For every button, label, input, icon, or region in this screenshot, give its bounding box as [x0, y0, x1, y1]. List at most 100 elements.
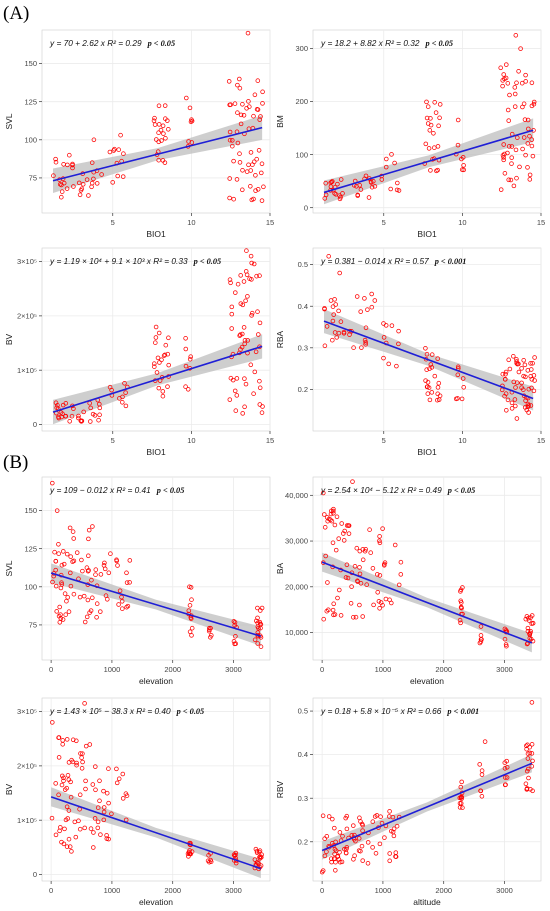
data-point — [106, 570, 112, 576]
x-tick-label: 1000 — [375, 665, 392, 674]
data-point — [233, 290, 238, 295]
x-tick-label: 0 — [49, 665, 53, 674]
x-axis-label: BIO1 — [146, 447, 166, 457]
regression-line — [323, 320, 534, 400]
data-point — [259, 161, 265, 167]
data-point — [513, 403, 518, 409]
data-point — [504, 62, 509, 67]
data-point — [324, 608, 330, 614]
data-point — [387, 858, 392, 864]
data-point — [429, 365, 435, 370]
x-tick-label: 2000 — [164, 886, 181, 895]
data-point — [91, 830, 96, 835]
data-point — [74, 738, 79, 744]
data-point — [87, 610, 92, 615]
data-point — [67, 844, 73, 849]
data-point — [358, 187, 364, 192]
x-tick-label: 0 — [49, 886, 53, 895]
data-point — [398, 572, 404, 577]
data-point — [89, 160, 95, 165]
data-point — [92, 413, 98, 418]
data-point — [365, 307, 370, 312]
data-point — [518, 46, 523, 51]
data-point — [86, 553, 91, 559]
data-point — [329, 856, 334, 861]
data-point — [86, 536, 91, 542]
data-point — [245, 338, 250, 343]
data-point — [61, 561, 67, 567]
data-point — [94, 601, 100, 606]
data-point — [109, 387, 114, 393]
data-point — [455, 142, 461, 148]
data-point — [252, 369, 258, 375]
data-point — [244, 248, 249, 253]
data-point — [253, 349, 259, 355]
x-axis-label: altitude — [413, 897, 441, 907]
data-point — [252, 92, 258, 98]
data-point — [259, 410, 265, 415]
data-point — [424, 115, 430, 121]
regression-equation: y = 0.381 − 0.014 x R² = 0.57 — [320, 256, 429, 266]
y-tick-label: 150 — [24, 59, 37, 68]
data-point — [458, 620, 463, 626]
data-point — [514, 416, 520, 421]
data-point — [460, 585, 465, 590]
data-point — [436, 380, 442, 386]
data-point — [482, 739, 488, 744]
data-point — [94, 181, 100, 186]
y-tick-label: 125 — [24, 544, 37, 553]
data-point — [514, 359, 519, 364]
data-point — [64, 186, 70, 191]
data-point — [66, 836, 72, 842]
data-point — [377, 606, 382, 611]
data-point — [249, 260, 254, 266]
data-point — [436, 123, 441, 129]
data-point — [118, 132, 123, 138]
data-point — [370, 819, 376, 824]
data-point — [500, 83, 505, 89]
y-tick-label: 0 — [33, 870, 37, 879]
data-point — [330, 179, 335, 184]
x-axis-label: elevation — [410, 676, 444, 686]
data-point — [437, 115, 442, 121]
data-point — [86, 568, 91, 573]
data-point — [432, 145, 437, 150]
data-point — [503, 627, 509, 633]
data-point — [53, 558, 59, 564]
data-point — [524, 746, 529, 752]
data-point — [237, 151, 242, 156]
data-point — [94, 615, 99, 620]
data-point — [189, 597, 194, 602]
data-point — [187, 584, 192, 590]
data-point — [356, 848, 362, 853]
data-point — [514, 80, 519, 86]
data-point — [238, 112, 244, 118]
data-point — [479, 772, 485, 777]
data-point — [238, 301, 244, 306]
x-tick-label: 10 — [458, 436, 466, 445]
x-tick-label: 3000 — [225, 665, 242, 674]
data-point — [61, 162, 66, 167]
data-point — [240, 187, 245, 193]
data-point — [240, 168, 245, 173]
data-point — [525, 165, 530, 170]
data-point — [392, 160, 397, 166]
data-point — [96, 417, 101, 423]
data-point — [353, 614, 359, 620]
data-point — [183, 363, 189, 369]
data-point — [324, 515, 330, 520]
data-point — [86, 193, 91, 198]
data-point — [527, 133, 532, 139]
data-point — [120, 174, 126, 179]
data-point — [425, 391, 431, 396]
data-point — [184, 95, 189, 101]
data-point — [165, 384, 170, 389]
y-tick-label: 0.4 — [298, 750, 308, 759]
y-axis-label: RBA — [275, 330, 285, 348]
data-point — [76, 415, 81, 421]
data-point — [258, 625, 263, 631]
x-tick-label: 3000 — [496, 886, 513, 895]
y-tick-label: 0.3 — [298, 794, 308, 803]
data-point — [523, 72, 528, 78]
data-point — [61, 775, 66, 781]
